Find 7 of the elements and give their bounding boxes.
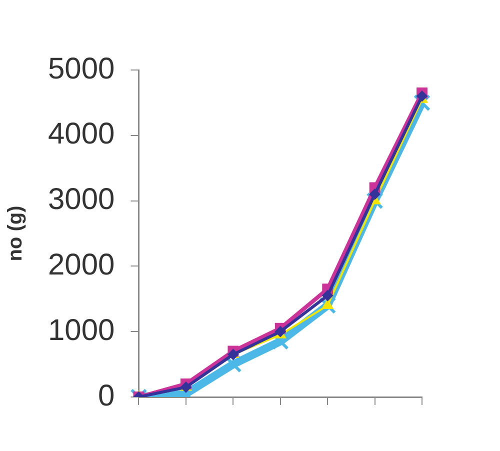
y-tick-label: 2000 — [48, 248, 115, 282]
y-tick-label: 3000 — [48, 183, 115, 216]
y-tick-label: 5000 — [48, 52, 115, 86]
y-tick-label: 4000 — [48, 118, 115, 151]
y-axis-title: no (g) — [4, 206, 27, 262]
y-tick-label: 1000 — [48, 314, 115, 347]
y-tick-label: 0 — [98, 379, 115, 412]
